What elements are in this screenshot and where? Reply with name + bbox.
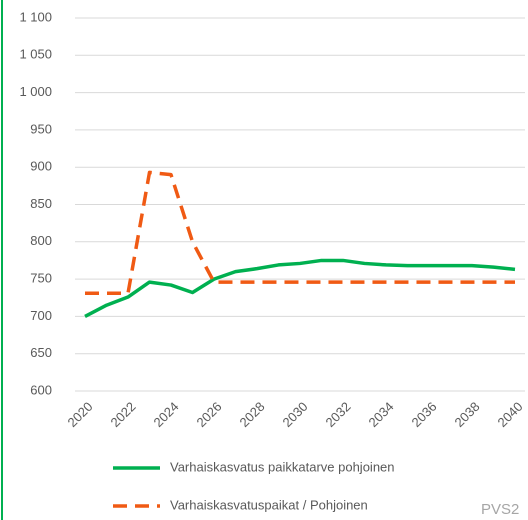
x-tick-label: 2040 [494, 399, 525, 430]
x-tick-label: 2030 [279, 399, 310, 430]
series-line [85, 170, 515, 296]
y-tick-label: 650 [30, 345, 52, 360]
y-tick-label: 850 [30, 196, 52, 211]
x-tick-label: 2036 [408, 399, 439, 430]
y-tick-label: 900 [30, 159, 52, 174]
x-tick-label: 2034 [365, 399, 396, 430]
legend-label: Varhaiskasvatuspaikat / Pohjoinen [170, 497, 368, 512]
x-tick-label: 2022 [107, 399, 138, 430]
y-tick-label: 1 000 [19, 84, 52, 99]
legend-label: Varhaiskasvatus paikkatarve pohjoinen [170, 459, 395, 474]
x-tick-label: 2032 [322, 399, 353, 430]
x-tick-label: 2024 [150, 399, 181, 430]
series-line [84, 258, 516, 318]
y-tick-label: 800 [30, 233, 52, 248]
annotation: PVS2 [481, 501, 519, 518]
y-tick-label: 600 [30, 382, 52, 397]
y-tick-label: 1 100 [19, 9, 52, 24]
y-tick-label: 1 050 [19, 47, 52, 62]
x-tick-label: 2028 [236, 399, 267, 430]
y-tick-label: 700 [30, 308, 52, 323]
y-tick-label: 750 [30, 271, 52, 286]
x-tick-label: 2026 [193, 399, 224, 430]
y-tick-label: 950 [30, 121, 52, 136]
x-tick-label: 2038 [451, 399, 482, 430]
x-tick-label: 2020 [64, 399, 95, 430]
